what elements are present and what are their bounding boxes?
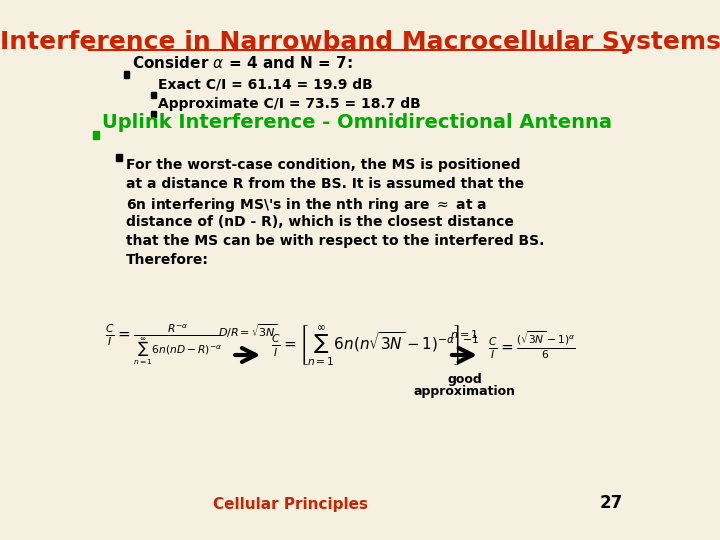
Bar xyxy=(151,111,156,117)
Text: 27: 27 xyxy=(600,494,623,512)
Text: Consider $\alpha$ = 4 and N = 7:: Consider $\alpha$ = 4 and N = 7: xyxy=(132,55,353,71)
Text: Cellular Principles: Cellular Principles xyxy=(213,497,368,512)
Text: approximation: approximation xyxy=(413,385,516,398)
Text: $n=1$: $n=1$ xyxy=(450,328,479,340)
Text: 6n interfering MS\'s in the nth ring are $\approx$ at a: 6n interfering MS\'s in the nth ring are… xyxy=(126,196,487,214)
Text: good: good xyxy=(447,373,482,386)
Text: $\frac{C}{I} = \left[\sum_{n=1}^{\infty}6n(n\sqrt{3N}-1)^{-\alpha}\right]^{-1}$: $\frac{C}{I} = \left[\sum_{n=1}^{\infty}… xyxy=(271,323,479,367)
Text: distance of (nD - R), which is the closest distance: distance of (nD - R), which is the close… xyxy=(126,215,514,229)
Text: $\frac{C}{I} = \frac{R^{-\alpha}}{\sum_{n=1}^{\infty}6n(nD-R)^{-\alpha}}$: $\frac{C}{I} = \frac{R^{-\alpha}}{\sum_{… xyxy=(104,323,222,367)
Text: Exact C/I = 61.14 = 19.9 dB: Exact C/I = 61.14 = 19.9 dB xyxy=(158,78,373,92)
Text: For the worst-case condition, the MS is positioned: For the worst-case condition, the MS is … xyxy=(126,158,521,172)
Text: $\frac{C}{I} = \frac{(\sqrt{3N}-1)^{\alpha}}{6}$: $\frac{C}{I} = \frac{(\sqrt{3N}-1)^{\alp… xyxy=(487,329,575,361)
Text: $D/R=\sqrt{3N}$: $D/R=\sqrt{3N}$ xyxy=(218,322,278,340)
Text: Interference in Narrowband Macrocellular Systems: Interference in Narrowband Macrocellular… xyxy=(0,30,720,54)
Bar xyxy=(124,71,130,78)
Bar xyxy=(151,92,156,98)
Text: Uplink Interference - Omnidirectional Antenna: Uplink Interference - Omnidirectional An… xyxy=(102,113,611,132)
Text: Therefore:: Therefore: xyxy=(126,253,210,267)
Bar xyxy=(116,153,122,160)
Text: that the MS can be with respect to the interfered BS.: that the MS can be with respect to the i… xyxy=(126,234,545,248)
Bar xyxy=(93,131,99,139)
Text: Approximate C/I = 73.5 = 18.7 dB: Approximate C/I = 73.5 = 18.7 dB xyxy=(158,97,420,111)
Text: at a distance R from the BS. It is assumed that the: at a distance R from the BS. It is assum… xyxy=(126,177,524,191)
